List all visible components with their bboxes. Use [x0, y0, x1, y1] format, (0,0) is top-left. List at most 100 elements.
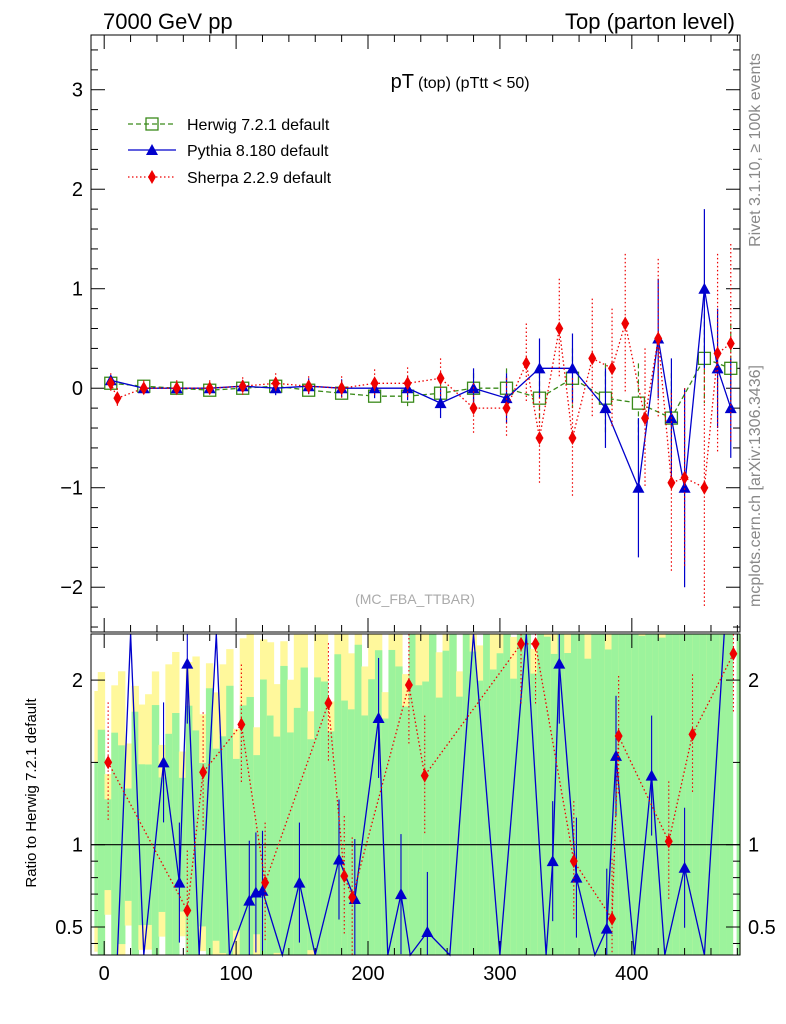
- series-line-sherpa: [110, 323, 732, 489]
- ratio-ytick-label: 0.5: [55, 917, 83, 939]
- ratio-band-inner: [435, 697, 444, 955]
- ratio-band-inner: [388, 649, 396, 955]
- ratio-band-inner: [260, 679, 268, 955]
- series-sherpa: [106, 243, 735, 608]
- ratio-band-inner: [381, 718, 390, 955]
- ratio-band-inner: [672, 634, 680, 955]
- ratio-band-inner: [557, 634, 565, 955]
- ratio-band-inner: [598, 634, 606, 955]
- ratio-point-pythia: [293, 876, 306, 888]
- ratio-series-sherpa: [104, 634, 738, 955]
- ratio-frame: [90, 633, 741, 956]
- ratio-band-inner: [354, 644, 363, 955]
- ratio-band-inner: [374, 650, 383, 955]
- ratio-band-inner: [699, 634, 707, 955]
- legend-item-herwig: Herwig 7.2.1 default: [128, 117, 330, 134]
- ratio-band-inner: [401, 706, 410, 955]
- ratio-band-inner: [422, 681, 430, 955]
- ratio-band-inner: [293, 707, 302, 955]
- ratio-band-inner: [516, 634, 525, 955]
- ratio-ytick-label-right: 1: [748, 835, 759, 857]
- main-ytick-label: 1: [72, 279, 83, 301]
- ratio-band-inner: [645, 634, 653, 955]
- ratio-band-inner: [604, 649, 613, 955]
- point-sherpa: [555, 321, 564, 336]
- ratio-band-inner: [570, 634, 579, 955]
- ratio-point-sherpa: [324, 696, 333, 711]
- ratio-band-inner: [172, 712, 180, 955]
- ratio-band-inner: [496, 653, 504, 955]
- point-sherpa: [370, 376, 379, 391]
- point-sherpa: [680, 470, 689, 485]
- ratio-band-inner: [584, 658, 592, 955]
- ratio-band-inner: [476, 680, 484, 955]
- ratio-band-inner: [631, 634, 640, 955]
- ratio-band-inner: [726, 634, 734, 955]
- ratio-series-pythia: [116, 633, 725, 958]
- chart-title-main: pT: [391, 71, 414, 93]
- main-ytick-label: 3: [72, 80, 83, 102]
- main-ytick-label: 0: [72, 378, 83, 400]
- chart-title-sub: (top) (pTtt < 50): [418, 75, 530, 92]
- ratio-point-sherpa: [729, 646, 738, 661]
- main-frame: [90, 34, 741, 633]
- point-sherpa: [502, 401, 511, 416]
- point-sherpa: [588, 351, 597, 366]
- ratio-point-sherpa: [664, 834, 673, 849]
- ratio-band-inner: [97, 729, 106, 955]
- rivet-label: Rivet 3.1.10, ≥ 100k events: [747, 53, 764, 247]
- header-left: 7000 GeV pp: [103, 9, 233, 34]
- ratio-band-inner: [652, 634, 660, 955]
- ratio-band-inner: [361, 715, 369, 955]
- ratio-xtick-labels: 0 100 200 300 400: [99, 963, 649, 985]
- ratio-point-pythia: [157, 756, 170, 768]
- point-sherpa: [621, 316, 630, 331]
- ratio-band-inner: [510, 678, 518, 955]
- ratio-band-inner: [658, 637, 667, 955]
- point-pythia: [724, 402, 737, 414]
- point-sherpa: [139, 381, 148, 396]
- point-sherpa: [713, 346, 722, 361]
- ratio-point-pythia: [678, 861, 691, 873]
- ratio-point-pythia: [645, 769, 658, 781]
- point-sherpa: [205, 381, 214, 396]
- ratio-xtick-label: 100: [219, 963, 252, 985]
- ratio-point-sherpa: [261, 875, 270, 890]
- legend: Herwig 7.2.1 default Pythia 8.180 defaul…: [128, 117, 332, 187]
- ratio-band-inner: [205, 688, 214, 955]
- ratio-band-inner: [415, 685, 423, 955]
- ratio-point-sherpa: [688, 727, 697, 742]
- ratio-band-inner: [246, 696, 254, 955]
- ratio-point-pythia: [256, 884, 269, 896]
- analysis-label: (MC_FBA_TTBAR): [355, 591, 475, 607]
- ratio-axis-ticks: [91, 634, 740, 955]
- ratio-band-inner: [395, 666, 403, 955]
- ratio-band-inner: [577, 634, 586, 955]
- legend-item-pythia: Pythia 8.180 default: [128, 143, 329, 160]
- ratio-band-inner: [712, 634, 721, 955]
- ratio-ytick-label: 1: [72, 835, 83, 857]
- ratio-point-sherpa: [199, 765, 208, 780]
- point-pythia: [566, 362, 579, 374]
- ratio-band-inner: [685, 634, 694, 955]
- point-sherpa: [337, 381, 346, 396]
- ratio-point-pythia: [570, 871, 583, 883]
- point-sherpa: [172, 381, 181, 396]
- ratio-point-pythia: [600, 922, 613, 934]
- ratio-band-inner: [131, 711, 139, 955]
- point-sherpa: [113, 391, 122, 406]
- ratio-point-pythia: [610, 749, 623, 761]
- main-panel: −2 −1 0 1 2 3: [60, 34, 741, 633]
- point-sherpa: [726, 336, 735, 351]
- ratio-xtick-label: 200: [351, 963, 384, 985]
- mcplots-label: mcplots.cern.ch [arXiv:1306.3436]: [747, 365, 764, 607]
- main-ytick-label: 2: [72, 179, 83, 201]
- ratio-point-pythia: [332, 853, 345, 865]
- main-ytick-label: −1: [60, 478, 83, 500]
- ratio-series: [104, 633, 738, 958]
- ratio-band-inner: [719, 634, 728, 955]
- ratio-band-inner: [442, 650, 450, 955]
- ratio-band-inner: [449, 634, 457, 955]
- point-pythia: [698, 282, 711, 294]
